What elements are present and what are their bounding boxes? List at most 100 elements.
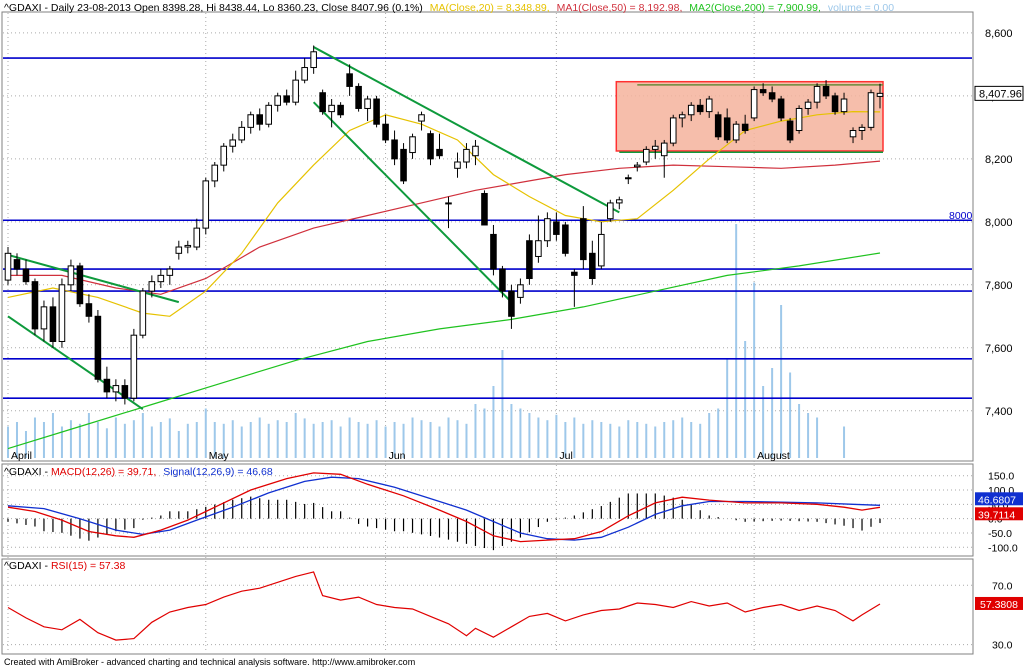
candle-down [436,148,443,157]
volume-bar [807,413,810,458]
price-header-ma20: MA(Close,20) = 8,348.89, [430,2,550,14]
candle-down [481,192,488,226]
trend-line [7,315,144,411]
volume-bar [159,422,162,458]
candle-down [382,123,389,141]
candle-up [598,233,605,267]
volume-bar [267,423,270,458]
volume-bar [420,420,423,458]
volume-bar [780,305,783,458]
volume-bar [681,417,684,458]
candle-down [741,123,749,132]
candle-up [633,164,641,168]
volume-bar [276,420,279,458]
volume-bar [573,417,576,458]
month-label: May [209,450,230,462]
volume-bar [231,420,234,458]
macd-header-signal: Signal(12,26,9) = 46.68 [163,466,273,478]
candle-down [76,265,84,305]
volume-bar [816,417,819,458]
candle-down [427,133,434,160]
candle-down [786,120,794,141]
candle-up [849,130,857,138]
volume-bar [456,420,459,458]
price-header-ma200: MA2(Close,200) = 7,900.99, [689,2,821,14]
candle-down [283,95,290,103]
volume-bar [375,420,378,458]
volume-bar [321,422,324,458]
macd-signal-tag-label: 46.6807 [978,494,1016,506]
macd-value-tag [975,507,1023,521]
month-label: Jul [559,450,572,462]
volume-bar [843,426,846,458]
last-price-tag [974,85,1024,101]
month-label: Jun [389,450,406,462]
candle-up [687,104,695,116]
candle-down [777,98,785,119]
macd-axis-label: -100.0 [988,542,1018,554]
volume-bar [744,341,747,458]
candle-up [175,246,183,254]
candle-up [229,139,237,147]
candle-up [517,284,524,298]
candle-up [265,104,272,125]
candle-down [121,385,129,399]
candle-up [220,145,228,166]
candle-down [49,306,57,342]
volume-bar [798,404,801,458]
candle-down [768,92,776,100]
volume-bar [528,413,531,458]
volume-bar [87,413,90,458]
candle-down [373,98,380,125]
rsi-pane [1,558,974,655]
candle-up [130,334,138,399]
candle-up [535,240,542,257]
candle-down [580,218,587,261]
price-header: ^GDAXI - Daily 23-08-2013 Open 8398.28, … [4,2,894,14]
candle-up [660,142,668,157]
volume-bar [510,404,513,458]
price-header-symbol: ^GDAXI - Daily 23-08-2013 Open 8398.28, … [4,2,423,14]
volume-bar [645,423,648,458]
volume-bar [294,413,297,458]
candle-down [759,89,767,94]
candle-up [445,202,452,205]
volume-bar [366,423,369,458]
volume-bar [384,426,387,458]
volume-bar [285,422,288,458]
candle-down [562,224,569,254]
macd-header-macd: MACD(12,26) = 39.71, [51,466,156,478]
candle-up [328,104,335,113]
volume-bar [672,420,675,458]
candle-up [858,126,866,132]
candle-up [867,92,875,128]
price-header-volume: volume = 0.00 [828,2,894,14]
candle-up [840,98,848,113]
candle-down [13,259,21,270]
rsi-header-value: RSI(15) = 57.38 [51,560,126,572]
volume-bar [213,422,216,458]
price-axis-label: 8,000 [985,217,1013,229]
volume-bar [735,224,738,458]
volume-bar [195,422,198,458]
volume-bar [186,423,189,458]
candle-up [813,85,821,103]
volume-bar [762,386,765,458]
volume-bar [132,420,135,458]
volume-bar [240,426,243,458]
candle-up [607,202,614,220]
volume-bar [501,350,504,458]
volume-bar [546,420,549,458]
macd-pane [1,463,974,557]
volume-bar [438,426,441,458]
candle-down [490,233,497,270]
footer-credit: Created with AmiBroker - advanced charti… [4,657,415,667]
volume-bar [42,422,45,458]
volume-bar [150,426,153,458]
candle-up [651,145,659,150]
macd-axis-label: -50.0 [988,528,1012,540]
volume-bar [357,422,360,458]
rsi-value-tag [975,596,1023,610]
macd-axis-label: 150.0 [988,471,1014,483]
